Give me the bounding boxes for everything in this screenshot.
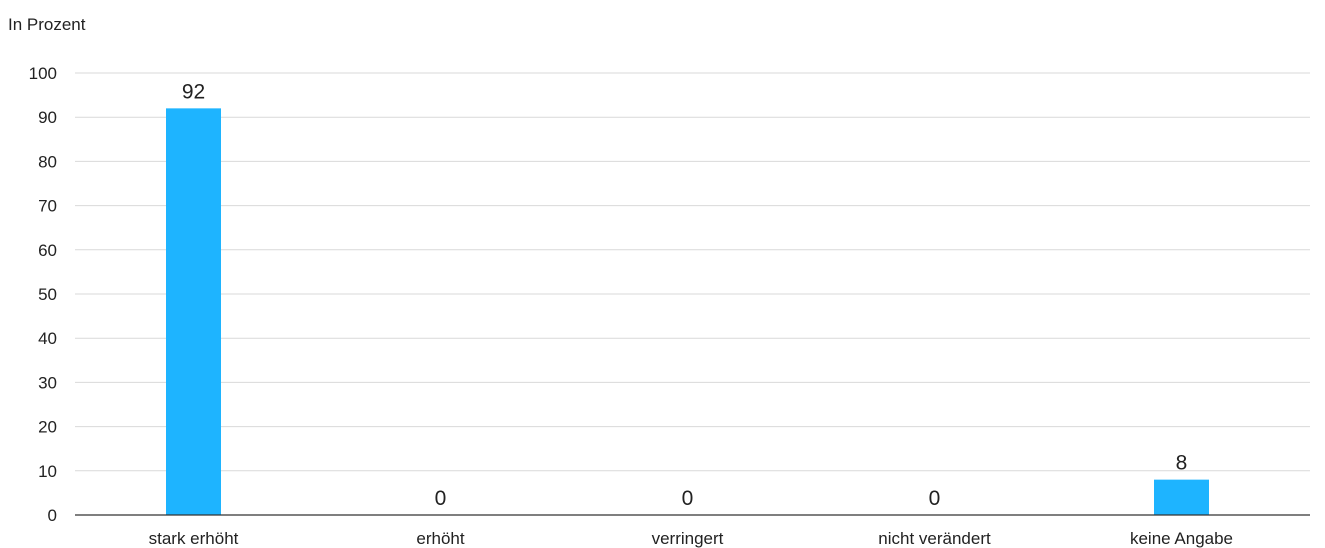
- y-tick-label: 30: [38, 373, 57, 392]
- y-tick-label: 20: [38, 418, 57, 437]
- x-tick-label: stark erhöht: [149, 529, 239, 548]
- x-tick-label: nicht verändert: [878, 529, 991, 548]
- bars: [166, 108, 1209, 516]
- y-tick-label: 60: [38, 241, 57, 260]
- bar: [166, 108, 221, 516]
- bar: [1154, 479, 1209, 515]
- data-label: 0: [435, 487, 447, 510]
- y-tick-label: 40: [38, 329, 57, 348]
- data-label: 0: [682, 487, 694, 510]
- y-tick-label: 70: [38, 197, 57, 216]
- y-axis-ticks: 0 10 20 30 40 50 60 70 80 90 100: [29, 64, 57, 525]
- x-tick-label: erhöht: [416, 529, 464, 548]
- data-label: 0: [929, 487, 941, 510]
- data-labels: 92 0 0 0 8: [182, 80, 1188, 510]
- y-tick-label: 90: [38, 108, 57, 127]
- y-tick-label: 50: [38, 285, 57, 304]
- y-tick-label: 100: [29, 64, 57, 83]
- gridlines: [75, 72, 1310, 472]
- y-unit-label: In Prozent: [8, 15, 86, 34]
- x-tick-label: keine Angabe: [1130, 529, 1233, 548]
- y-tick-label: 80: [38, 152, 57, 171]
- data-label: 92: [182, 80, 205, 103]
- x-axis-ticks: stark erhöht erhöht verringert nicht veränd…: [149, 529, 1233, 548]
- y-tick-label: 10: [38, 462, 57, 481]
- x-tick-label: verringert: [652, 529, 724, 548]
- data-label: 8: [1176, 452, 1188, 475]
- y-tick-label: 0: [48, 506, 57, 525]
